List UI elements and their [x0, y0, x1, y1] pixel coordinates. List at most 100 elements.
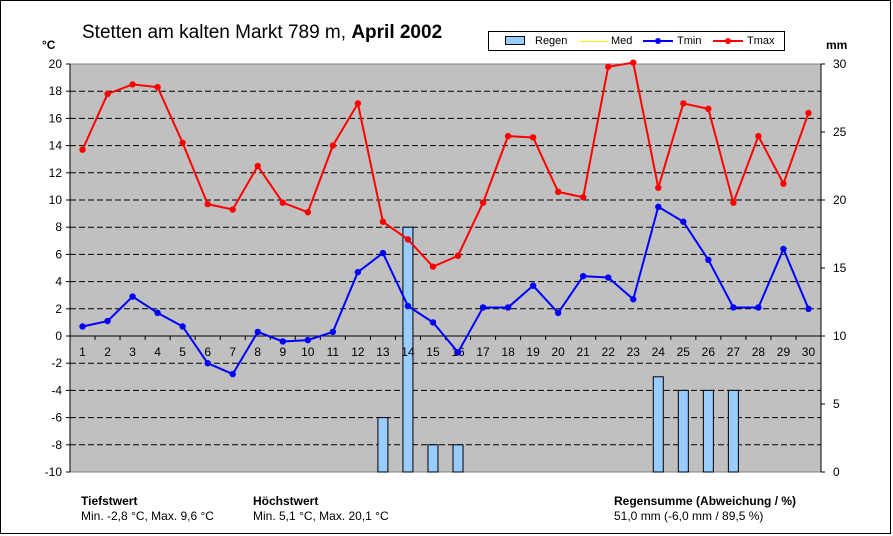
tmin-point: [404, 302, 412, 310]
x-tick-label: 13: [376, 345, 390, 359]
tmax-point: [605, 63, 612, 70]
tmax-point: [79, 146, 86, 153]
tmax-point: [554, 188, 562, 196]
left-tick-label: 8: [55, 220, 62, 234]
legend-med-label: Med: [611, 35, 633, 47]
left-tick-label: -8: [51, 438, 62, 452]
rain-bar: [652, 376, 664, 473]
tmax-point: [229, 206, 236, 213]
right-tick-label: 20: [833, 193, 847, 207]
tmin-point: [780, 245, 787, 253]
tmax-point: [129, 81, 136, 88]
x-tick-label: 1: [79, 345, 86, 359]
tmin-point: [279, 338, 286, 345]
tmin-point: [755, 304, 762, 311]
tmax-point: [254, 162, 261, 170]
left-tick-label: 0: [55, 329, 62, 343]
right-unit-label: mm: [826, 38, 848, 52]
x-tick-label: 8: [254, 345, 261, 359]
tmax-point: [504, 132, 512, 140]
legend-rain-label: Regen: [535, 35, 568, 47]
tmax-point: [680, 100, 687, 107]
tmax-point: [304, 209, 312, 216]
footer-max-text: Min. 5,1 °C, Max. 20,1 °C: [253, 509, 389, 523]
tmax-point: [730, 199, 737, 206]
tmin-point: [429, 319, 437, 326]
x-tick-label: 12: [351, 345, 365, 359]
right-tick-label: 30: [833, 57, 847, 71]
x-tick-label: 19: [526, 345, 540, 359]
tmax-point: [655, 184, 662, 191]
tmax-point: [579, 194, 587, 201]
title-period: April 2002: [351, 22, 443, 43]
footer-min-title: Tiefstwert: [81, 494, 138, 508]
tmax-point: [780, 180, 787, 187]
tmax-line: [81, 61, 810, 268]
left-tick-label: 2: [55, 302, 62, 316]
tmin-point: [605, 274, 612, 281]
x-tick-label: 23: [627, 345, 641, 359]
right-tick-label: 0: [833, 465, 840, 479]
title-altitude: 789 m,: [287, 22, 347, 43]
left-tick-label: 20: [49, 57, 63, 71]
footer-max: Höchstwert Min. 5,1 °C, Max. 20,1 °C: [253, 494, 389, 524]
x-tick-label: 14: [401, 345, 415, 359]
tmin-point: [304, 336, 312, 344]
tmin-point: [204, 360, 211, 367]
x-tick-label: 9: [279, 345, 286, 359]
tmax-point: [354, 100, 362, 107]
tmin-point: [354, 268, 362, 276]
tmin-point: [730, 304, 737, 311]
x-tick-label: 6: [204, 345, 211, 359]
footer-rain: Regensumme (Abweichung / %) 51,0 mm (-6,…: [614, 494, 796, 524]
x-tick-label: 24: [652, 345, 666, 359]
x-tick-label: 21: [577, 345, 591, 359]
x-tick-label: 22: [602, 345, 616, 359]
x-tick-label: 28: [752, 345, 766, 359]
tmin-point: [630, 296, 637, 303]
rain-bar: [677, 389, 689, 473]
left-unit-label: °C: [42, 38, 56, 52]
tmin-point: [154, 309, 161, 317]
rain-bar: [702, 389, 714, 473]
left-tick-label: -10: [45, 465, 63, 479]
left-tick-label: -6: [51, 411, 62, 425]
tmin-point: [179, 323, 186, 330]
rain-bar: [727, 389, 739, 473]
rain-bar: [452, 444, 464, 473]
tmax-point: [454, 252, 462, 259]
title-station: Stetten am kalten Markt: [82, 22, 283, 43]
tmin-point: [454, 349, 462, 356]
left-tick-label: 6: [55, 247, 62, 261]
left-tick-label: -4: [51, 383, 62, 397]
tmin-point: [554, 309, 562, 317]
legend-med-swatch: [579, 34, 609, 48]
left-tick-label: 10: [49, 193, 63, 207]
tmax-point: [630, 59, 637, 66]
tmin-line: [82, 205, 810, 376]
x-tick-label: 29: [777, 345, 791, 359]
tmin-point: [705, 256, 712, 264]
rain-bar: [377, 417, 389, 473]
tmin-point: [379, 249, 387, 257]
legend-rain-swatch: [505, 34, 525, 48]
x-tick-label: 10: [301, 345, 315, 359]
footer-min: Tiefstwert Min. -2,8 °C, Max. 9,6 °C: [81, 494, 214, 524]
tmin-point: [579, 272, 587, 280]
tmax-point: [404, 236, 412, 243]
left-tick-label: 12: [49, 166, 63, 180]
x-tick-label: 26: [702, 345, 716, 359]
tmax-point: [755, 132, 762, 140]
right-tick-label: 15: [833, 261, 847, 275]
tmax-point: [805, 109, 812, 117]
tmax-point: [429, 263, 437, 270]
tmax-point: [329, 142, 337, 149]
left-tick-label: 4: [55, 275, 62, 289]
tmin-point: [504, 304, 512, 311]
x-tick-label: 3: [129, 345, 136, 359]
x-tick-label: 4: [154, 345, 161, 359]
x-tick-label: 2: [104, 345, 111, 359]
left-tick-label: 14: [49, 139, 63, 153]
x-tick-label: 15: [426, 345, 440, 359]
